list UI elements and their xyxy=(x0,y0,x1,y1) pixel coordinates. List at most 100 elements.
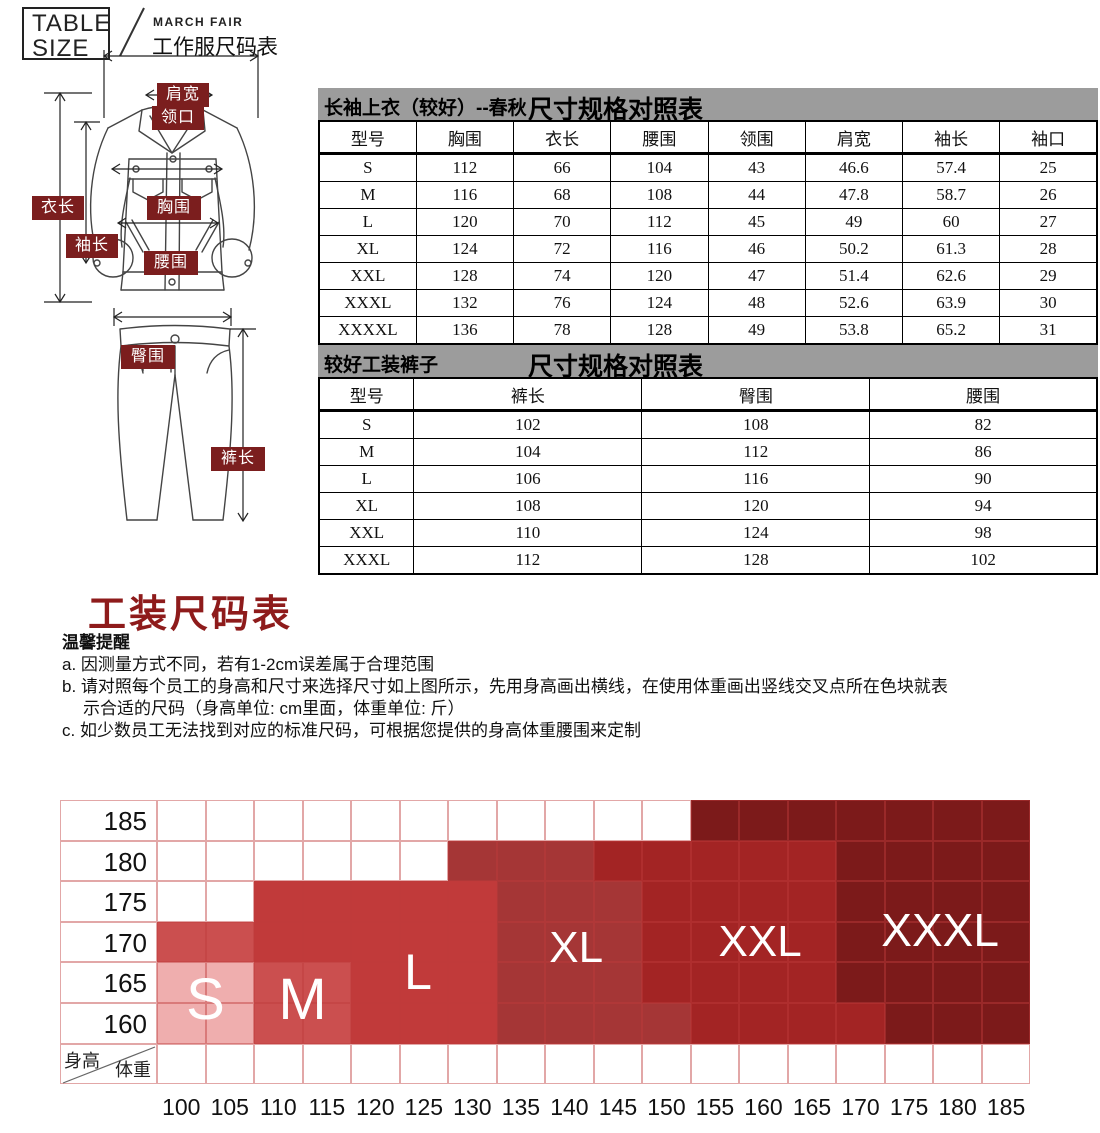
grid-cell xyxy=(933,1043,982,1084)
grid-cell xyxy=(933,881,982,922)
table-cell: 108 xyxy=(413,492,643,520)
grid-cell xyxy=(205,800,255,841)
table-cell: 30 xyxy=(999,289,1098,317)
table-cell: 120 xyxy=(641,492,871,520)
reminder-heading: 温馨提醒 xyxy=(62,633,130,652)
grid-cell xyxy=(690,840,740,882)
grid-cell xyxy=(787,840,837,882)
grid-cell xyxy=(593,1043,643,1084)
column-header: 肩宽 xyxy=(804,120,904,155)
grid-cell xyxy=(836,1043,885,1084)
pants-size-table: 型号 裤长 臀围 腰围 S 102 108 82 M 104 112 86 L 106 116 90 XL 108… xyxy=(318,377,1098,575)
table-cell: 136 xyxy=(415,316,515,345)
row-label: 180 xyxy=(60,840,157,882)
table-row: XL 124 72 116 46 50.2 61.3 28 xyxy=(318,235,1098,263)
column-header: 袖口 xyxy=(999,120,1098,155)
grid-cell xyxy=(351,1003,400,1044)
axis-corner-cell: 身高 体重 xyxy=(60,1043,157,1084)
size-region-label: XL xyxy=(549,923,604,973)
col-label: 135 xyxy=(501,1093,541,1120)
table-cell: 112 xyxy=(415,153,515,182)
table-cell: 50.2 xyxy=(804,235,904,263)
col-label: 165 xyxy=(792,1093,832,1120)
table-cell: 128 xyxy=(610,316,709,345)
table-cell: 45 xyxy=(707,208,806,236)
grid-cell xyxy=(836,800,885,841)
table-cell: S xyxy=(318,153,417,182)
diagonal-divider xyxy=(62,1046,156,1084)
grid-cell xyxy=(593,1003,643,1044)
table-cell: XXXL xyxy=(318,546,415,575)
grid-cell xyxy=(448,881,497,922)
note-b-cont: 示合适的尺码（身高单位: cm里面，体重单位: 斤） xyxy=(83,699,465,718)
slash-icon xyxy=(119,7,145,57)
table-cell: 86 xyxy=(869,438,1098,466)
grid-cell xyxy=(157,800,206,841)
table-cell: 108 xyxy=(641,410,871,439)
grid-cell xyxy=(981,1043,1031,1084)
label-hip: 臀围 xyxy=(121,345,175,369)
table-cell: 94 xyxy=(869,492,1098,520)
grid-cell xyxy=(302,881,352,922)
grid-cell xyxy=(351,1043,400,1084)
logo-line-2: SIZE xyxy=(32,35,90,62)
grid-cell xyxy=(690,881,740,922)
grid-cell xyxy=(981,921,1031,963)
table-cell: 68 xyxy=(512,181,612,209)
column-header: 型号 xyxy=(318,377,415,412)
table-cell: 120 xyxy=(415,208,515,236)
grid-cell xyxy=(448,800,497,841)
grid-cell xyxy=(157,1043,206,1084)
table-row: L 106 116 90 xyxy=(318,465,1098,493)
logo-box: TABLE SIZE xyxy=(22,7,110,62)
grid-cell xyxy=(642,962,691,1003)
grid-cell xyxy=(399,962,449,1003)
table-cell: 74 xyxy=(512,262,612,290)
table-cell: 124 xyxy=(641,519,871,547)
grid-cell xyxy=(496,921,546,963)
grid-cell xyxy=(884,840,934,882)
table-cell: 47.8 xyxy=(804,181,904,209)
grid-cell xyxy=(399,1003,449,1044)
table-cell: XXXL xyxy=(318,289,417,317)
grid-cell xyxy=(545,1003,594,1044)
grid-cell xyxy=(302,921,352,963)
table-cell: 52.6 xyxy=(804,289,904,317)
weight-axis-label: 体重 xyxy=(115,1059,151,1080)
grid-cell xyxy=(981,840,1031,882)
grid-cell xyxy=(496,800,546,841)
grid-cell xyxy=(496,881,546,922)
table-cell: L xyxy=(318,465,415,493)
grid-cell xyxy=(981,881,1031,922)
table-cell: 72 xyxy=(512,235,612,263)
grid-cell xyxy=(545,840,594,882)
col-label: 145 xyxy=(598,1093,638,1120)
column-header: 腰围 xyxy=(610,120,709,155)
grid-cell xyxy=(157,962,206,1003)
table-cell: 98 xyxy=(869,519,1098,547)
column-header: 衣长 xyxy=(512,120,612,155)
table-cell: 49 xyxy=(707,316,806,345)
table-cell: 29 xyxy=(999,262,1098,290)
grid-cell xyxy=(545,1043,594,1084)
page-subtitle: 工作服尺码表 xyxy=(152,36,278,59)
table-cell: 116 xyxy=(415,181,515,209)
grid-cell xyxy=(205,962,255,1003)
grid-cell xyxy=(836,921,885,963)
grid-cell xyxy=(205,921,255,963)
table-cell: 25 xyxy=(999,153,1098,182)
table-cell: 90 xyxy=(869,465,1098,493)
table-cell: 128 xyxy=(641,546,871,575)
table-cell: 124 xyxy=(415,235,515,263)
table-cell: 46.6 xyxy=(804,153,904,182)
col-label: 125 xyxy=(404,1093,444,1120)
grid-cell xyxy=(739,1003,788,1044)
col-label: 105 xyxy=(210,1093,249,1120)
table-cell: 27 xyxy=(999,208,1098,236)
grid-cell xyxy=(884,800,934,841)
col-label: 175 xyxy=(889,1093,929,1120)
grid-cell xyxy=(642,1003,691,1044)
grid-cell xyxy=(254,962,303,1003)
table-cell: 66 xyxy=(512,153,612,182)
